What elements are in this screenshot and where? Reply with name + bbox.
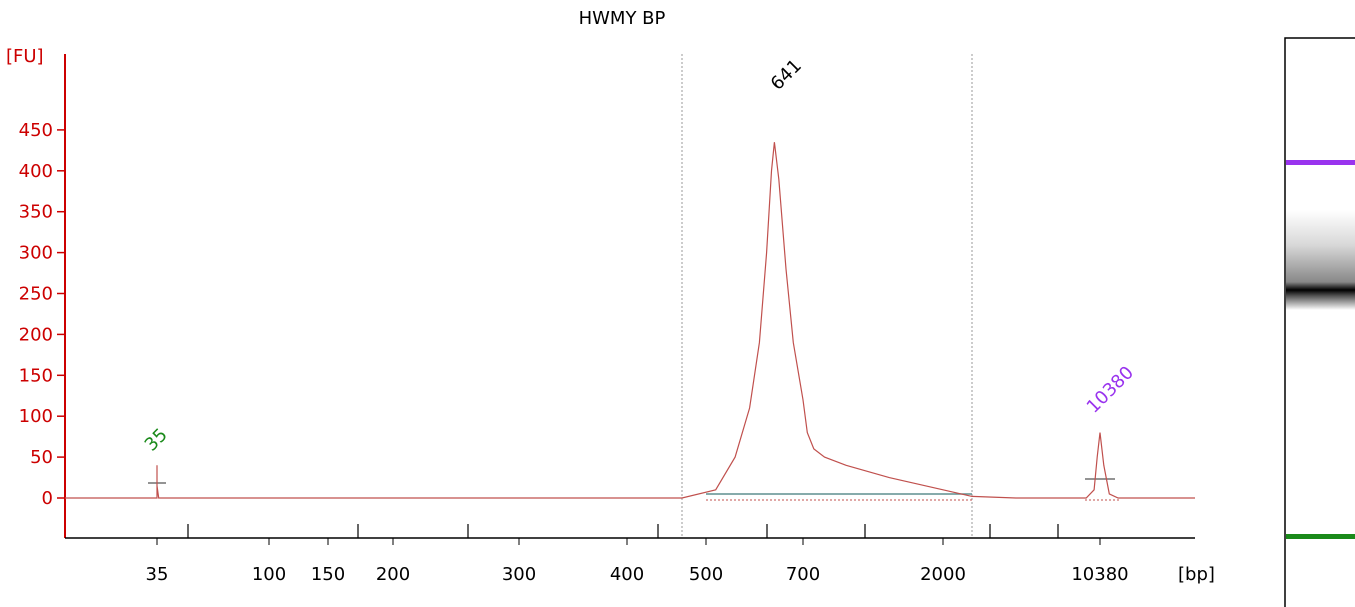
x-tick-label: 400 <box>610 564 644 585</box>
gel-lane <box>1284 37 1355 607</box>
y-tick-label: 0 <box>42 488 53 509</box>
gel-upper-marker <box>1286 160 1355 165</box>
x-tick-label: 700 <box>786 564 820 585</box>
x-tick-label: 10380 <box>1071 564 1128 585</box>
y-tick-label: 300 <box>19 243 53 264</box>
region-markers <box>681 54 1120 538</box>
gel-lower-marker <box>1286 534 1355 539</box>
x-tick-label: 35 <box>146 564 169 585</box>
gel-band <box>1286 210 1355 310</box>
y-axis-label: [FU] <box>6 46 44 67</box>
peak-baselines <box>148 478 1115 495</box>
y-axis: 0 50 100 150 200 250 300 350 400 450 <box>19 54 66 538</box>
peak-label: 641 <box>767 55 806 94</box>
y-tick-label: 400 <box>19 161 53 182</box>
x-tick-label: 100 <box>252 564 286 585</box>
peak-labels: 35 641 10380 <box>141 55 1138 455</box>
y-tick-label: 100 <box>19 406 53 427</box>
peak-label: 35 <box>141 424 172 455</box>
x-tick-label: 150 <box>311 564 345 585</box>
x-tick-label: 2000 <box>920 564 966 585</box>
chart-title: HWMY BP <box>579 8 666 29</box>
y-tick-label: 200 <box>19 324 53 345</box>
y-tick-label: 450 <box>19 120 53 141</box>
x-axis: 35 100 150 200 300 400 500 700 2000 10380 <box>65 524 1195 585</box>
gel-lane-background <box>1284 37 1355 607</box>
x-tick-label: 500 <box>689 564 723 585</box>
x-axis-label: [bp] <box>1178 564 1215 585</box>
y-tick-label: 250 <box>19 284 53 305</box>
y-tick-label: 150 <box>19 365 53 386</box>
y-tick-label: 350 <box>19 202 53 223</box>
series-line <box>65 142 1195 499</box>
y-tick-label: 50 <box>30 447 53 468</box>
peak-label: 10380 <box>1083 362 1138 417</box>
x-tick-label: 300 <box>502 564 536 585</box>
x-tick-label: 200 <box>376 564 410 585</box>
